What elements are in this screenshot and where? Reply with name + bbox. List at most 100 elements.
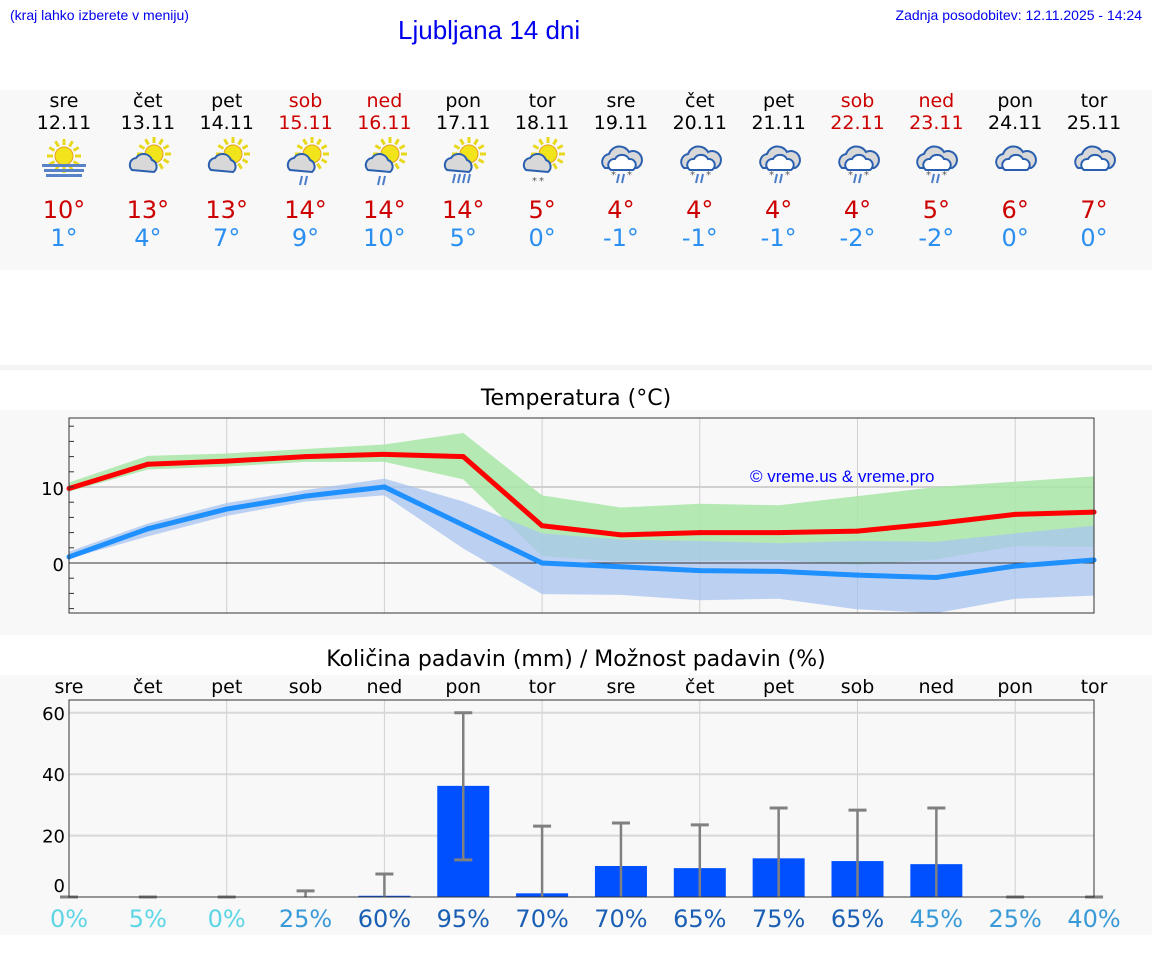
min-temperature: 4°: [134, 224, 162, 252]
min-temperature: 5°: [449, 224, 477, 252]
temperature-plot-border: [68, 417, 1095, 614]
day-column: tor 18.11 * * 5° 0°: [502, 90, 582, 252]
precipitation-chart-title: Količina padavin (mm) / Možnost padavin …: [326, 647, 826, 672]
precipitation-probability: 60%: [358, 905, 411, 933]
max-temperature-line: [68, 451, 1095, 538]
max-temperature: 4°: [843, 196, 872, 224]
temperature-point: [224, 458, 230, 464]
day-date: 22.11: [830, 112, 885, 134]
min-temperature: 0°: [528, 224, 556, 252]
temperature-point: [776, 530, 782, 536]
day-column: čet 13.11 13° 4°: [108, 90, 188, 252]
svg-text:*: *: [926, 170, 931, 181]
precipitation-probability: 0%: [208, 905, 246, 933]
temperature-point: [145, 526, 151, 532]
temperature-point: [381, 484, 387, 490]
temperature-point: [460, 522, 466, 528]
partly-cloudy-rain-icon: [266, 134, 346, 194]
min-temperature: -2°: [918, 224, 955, 252]
partly-cloudy-icon: [187, 134, 267, 194]
temperature-point: [776, 568, 782, 574]
x-day-label: sob: [289, 676, 323, 698]
min-temperature: 0°: [1001, 224, 1029, 252]
temperature-point: [381, 451, 387, 457]
max-temperature: 13°: [126, 196, 170, 224]
precipitation-probability: 25%: [989, 905, 1042, 933]
svg-text:*: *: [769, 170, 774, 181]
y-tick-label: 60: [42, 704, 65, 725]
min-temperature: 0°: [1080, 224, 1108, 252]
x-day-label: pet: [211, 676, 242, 698]
min-temperature-line: [68, 484, 1095, 580]
sun-fog-icon: [24, 134, 104, 194]
day-name: sre: [606, 90, 636, 112]
partly-cloudy-snow-icon: * *: [502, 134, 582, 194]
day-name: pet: [211, 90, 243, 112]
max-temperature: 5°: [528, 196, 556, 224]
cloudy-sleet-icon: * *: [581, 134, 661, 194]
temperature-point: [933, 574, 939, 580]
y-tick-label: 0: [54, 876, 65, 897]
cloudy-sleet-icon: * *: [818, 134, 898, 194]
day-name: sob: [288, 90, 323, 112]
x-day-label: sre: [606, 676, 635, 698]
max-temperature: 4°: [686, 196, 714, 224]
svg-text:*: *: [539, 176, 544, 187]
y-tick-label: 20: [42, 827, 65, 848]
max-temperature: 10°: [42, 196, 86, 224]
precipitation-probability: 70%: [594, 905, 647, 933]
min-temperature: -1°: [602, 224, 639, 252]
partly-cloudy-rain-icon: [344, 134, 424, 194]
last-updated: Zadnja posodobitev: 12.11.2025 - 14:24: [895, 7, 1142, 23]
temperature-point: [145, 461, 151, 467]
max-temperature: 14°: [284, 196, 327, 224]
daily-forecast-strip: sre 12.11 10° 1° čet 13.11 13° 4° pet 14.1…: [0, 90, 1152, 270]
x-day-label: ned: [918, 676, 954, 698]
precipitation-probability: 5%: [129, 905, 167, 933]
min-temperature: -2°: [839, 224, 876, 252]
cloudy-icon: [975, 134, 1055, 194]
watermark: © vreme.us & vreme.pro: [750, 467, 935, 486]
max-temperature: 4°: [765, 196, 793, 224]
day-date: 25.11: [1066, 112, 1122, 134]
day-column: pet 21.11 * * 4° -1°: [739, 90, 819, 252]
temperature-point: [697, 568, 703, 574]
day-column: pon 24.11 6° 0°: [975, 90, 1055, 252]
precipitation-probability: 45%: [910, 905, 963, 933]
precipitation-probability: 25%: [279, 905, 332, 933]
day-name: pon: [997, 90, 1034, 112]
cloudy-icon: [1054, 134, 1134, 194]
day-column: tor 25.11 7° 0°: [1054, 90, 1134, 252]
day-column: čet 20.11 * * 4° -1°: [660, 90, 740, 252]
y-tick-label: 0: [53, 555, 64, 576]
temperature-point: [1012, 563, 1018, 569]
precipitation-probability: 75%: [752, 905, 805, 933]
svg-text:*: *: [942, 170, 947, 181]
day-column: ned 23.11 * * 5° -2°: [896, 90, 976, 252]
temperature-point: [539, 523, 545, 529]
min-temperature: -1°: [760, 224, 797, 252]
day-date: 21.11: [751, 112, 806, 134]
svg-text:*: *: [785, 170, 790, 181]
day-date: 17.11: [436, 112, 491, 134]
temperature-point: [618, 532, 624, 538]
day-date: 20.11: [672, 112, 727, 134]
svg-text:*: *: [848, 170, 853, 181]
day-column: sob 22.11 * * 4° -2°: [818, 90, 898, 252]
day-date: 24.11: [987, 112, 1043, 134]
temperature-point: [618, 564, 624, 570]
day-column: sre 19.11 * * 4° -1°: [581, 90, 661, 252]
precipitation-probability: 70%: [515, 905, 568, 933]
day-date: 15.11: [278, 112, 333, 134]
temperature-point: [697, 530, 703, 536]
min-temperature: 10°: [363, 224, 406, 252]
x-day-label: ned: [367, 676, 403, 698]
y-tick-label: 10: [41, 479, 64, 500]
temperature-chart-title: Temperatura (°C): [480, 386, 672, 411]
day-column: pon 17.11 14° 5°: [423, 90, 503, 252]
x-day-label: sob: [841, 676, 875, 698]
min-temperature: 1°: [50, 224, 78, 252]
day-name: pon: [445, 90, 482, 112]
temperature-point: [303, 493, 309, 499]
